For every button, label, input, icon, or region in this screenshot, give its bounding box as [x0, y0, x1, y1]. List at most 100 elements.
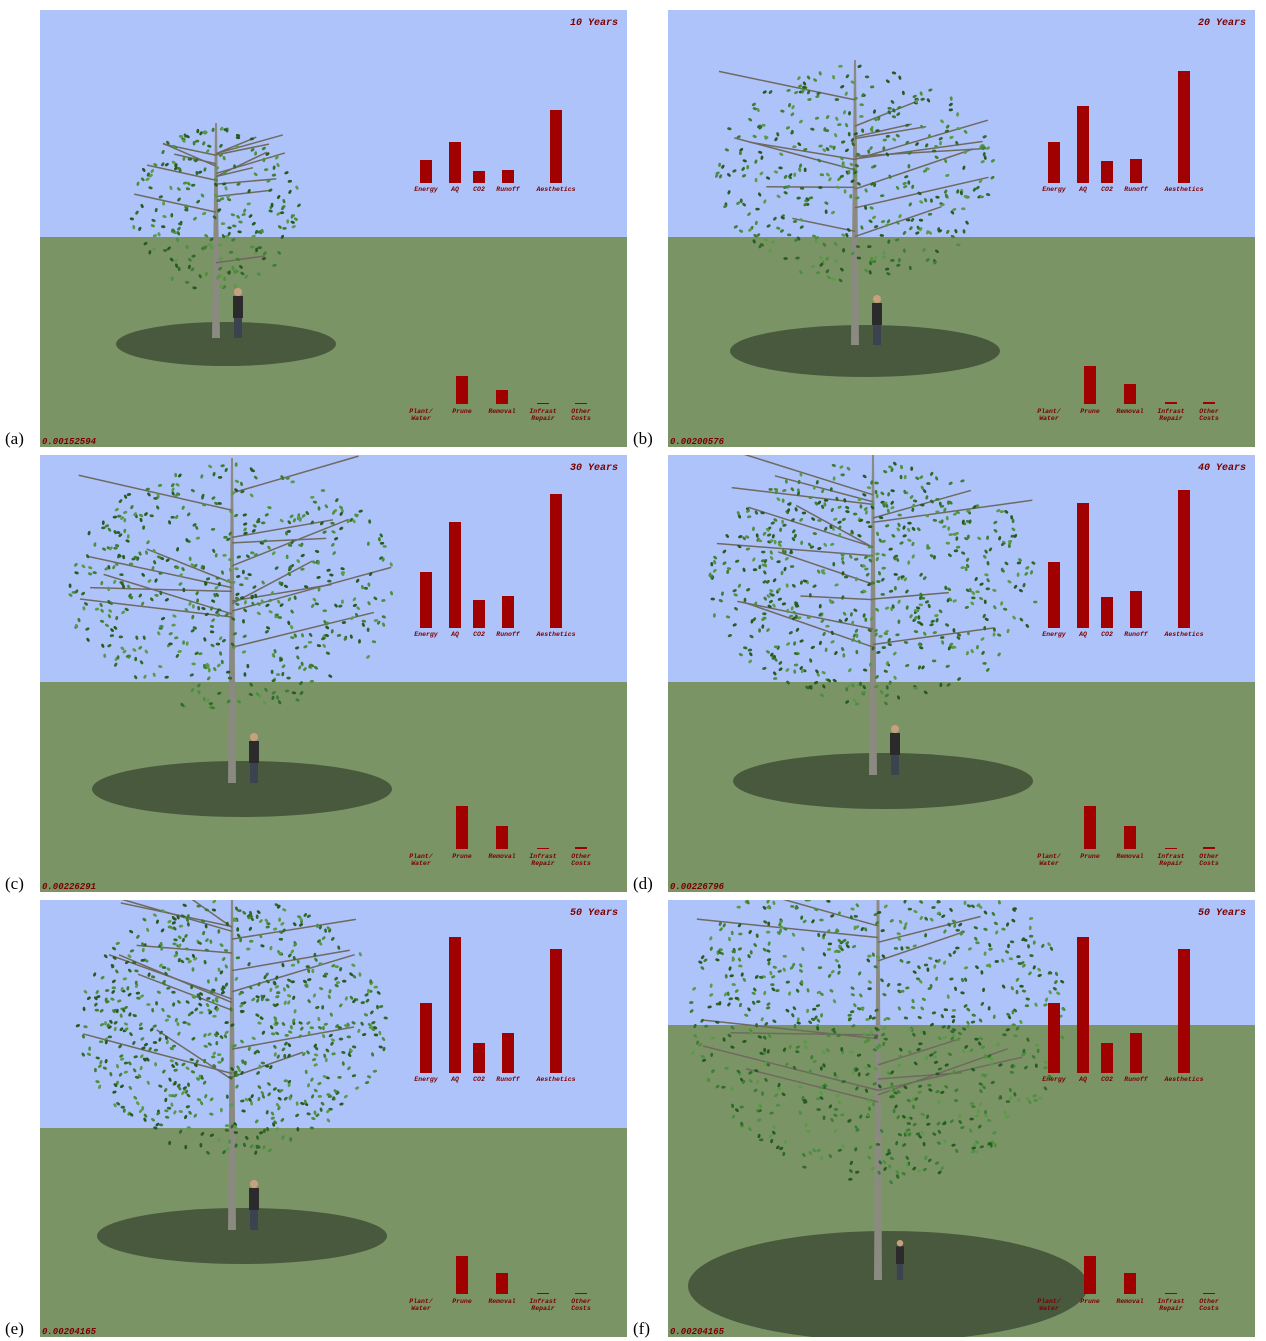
cost-label: Water	[411, 860, 431, 867]
tree-shadow	[116, 322, 336, 366]
cost-label: Repair	[1159, 415, 1183, 422]
cost-label: Infrast	[529, 853, 556, 860]
year-label: 20 Years	[1198, 18, 1246, 29]
person-head	[891, 725, 899, 733]
cost-label: Repair	[1159, 1305, 1183, 1312]
cost-bar	[1203, 402, 1215, 404]
leaf	[263, 158, 266, 162]
cost-bar	[1203, 1293, 1215, 1294]
cost-label: Prune	[452, 1298, 472, 1305]
person-legs	[891, 755, 899, 775]
benefit-bar	[1101, 1043, 1113, 1073]
leaf	[917, 615, 920, 619]
leaf	[932, 150, 936, 153]
cost-label: Plant/	[1037, 853, 1062, 860]
cost-label: Plant/	[409, 853, 434, 860]
cost-label: Costs	[571, 1305, 591, 1312]
benefit-bar	[1048, 142, 1060, 183]
leaf	[185, 281, 189, 284]
benefit-bar	[449, 937, 461, 1073]
cost-bar	[537, 403, 549, 404]
scene-view: 50 Years0.00204165EnergyAQCO2RunoffAesth…	[668, 900, 1255, 1337]
cost-label: Water	[411, 1305, 431, 1312]
year-label: 50 Years	[1198, 908, 1246, 919]
benefit-label: AQ	[450, 186, 459, 193]
cost-label: Other	[571, 1298, 591, 1305]
person-body	[249, 741, 259, 763]
person-head	[873, 295, 881, 303]
person-body	[249, 1188, 259, 1210]
leaf	[286, 677, 290, 680]
cost-label: Removal	[488, 853, 515, 860]
benefit-label: Energy	[414, 186, 439, 193]
cost-label: Prune	[1080, 853, 1100, 860]
cost-bar	[496, 1273, 508, 1294]
benefit-bar	[449, 142, 461, 183]
cost-label: Prune	[1080, 1298, 1100, 1305]
readout: 0.00226291	[42, 882, 96, 892]
leaf	[335, 965, 339, 968]
benefit-bar	[550, 110, 562, 183]
cost-label: Prune	[1080, 408, 1100, 415]
cost-label: Water	[1039, 415, 1059, 422]
cost-label: Other	[571, 853, 591, 860]
cost-bar	[1084, 366, 1096, 404]
person-body	[233, 296, 243, 318]
cost-label: Infrast	[529, 408, 556, 415]
benefit-label: CO2	[1101, 186, 1113, 193]
leaf	[220, 1108, 223, 1112]
benefit-label: Aesthetics	[535, 631, 575, 638]
benefit-label: Energy	[1042, 186, 1067, 193]
benefit-bar	[1178, 949, 1190, 1073]
benefit-bar	[1077, 503, 1089, 628]
scene-view: 10 Years0.00152594EnergyAQCO2RunoffAesth…	[40, 10, 627, 447]
figure: (a)10 Years0.00152594EnergyAQCO2RunoffAe…	[0, 0, 1266, 1341]
leaf	[314, 1110, 317, 1114]
benefit-label: Runoff	[496, 631, 521, 638]
scene-view: 20 Years0.00200576EnergyAQCO2RunoffAesth…	[668, 10, 1255, 447]
tree-shadow	[92, 761, 392, 817]
benefit-label: CO2	[473, 186, 485, 193]
panel-label: (d)	[633, 874, 653, 894]
readout: 0.00226796	[670, 882, 725, 892]
person-head	[897, 1240, 903, 1246]
person-body	[872, 303, 882, 325]
scene-view: 40 Years0.00226796EnergyAQCO2RunoffAesth…	[668, 455, 1255, 892]
cost-label: Infrast	[1157, 1298, 1184, 1305]
cost-bar	[1084, 1256, 1096, 1294]
person-head	[250, 733, 258, 741]
cost-label: Infrast	[1157, 853, 1184, 860]
cost-label: Costs	[1199, 415, 1219, 422]
leaf	[192, 967, 195, 971]
cost-label: Water	[1039, 1305, 1059, 1312]
leaf	[271, 670, 274, 674]
cost-label: Plant/	[409, 1298, 434, 1305]
benefit-label: AQ	[1078, 186, 1087, 193]
leaf	[802, 512, 806, 515]
leaf	[283, 1054, 286, 1058]
benefit-label: Aesthetics	[1163, 631, 1203, 638]
panel-label: (b)	[633, 429, 653, 449]
cost-bar	[1124, 384, 1136, 404]
leaf	[158, 627, 162, 630]
person-legs	[250, 1210, 258, 1230]
leaf	[188, 158, 192, 161]
benefit-label: Aesthetics	[1163, 186, 1203, 193]
sky	[40, 10, 627, 237]
sky	[40, 900, 627, 1128]
benefit-bar	[1101, 161, 1113, 183]
benefit-label: Aesthetics	[535, 186, 575, 193]
cost-bar	[496, 826, 508, 849]
cost-bar	[1203, 847, 1215, 849]
cost-label: Repair	[1159, 860, 1183, 867]
cost-label: Removal	[1116, 853, 1143, 860]
benefit-bar	[502, 170, 514, 183]
benefit-label: AQ	[1078, 1076, 1087, 1083]
cost-label: Plant/	[1037, 1298, 1062, 1305]
readout: 0.00200576	[670, 437, 725, 447]
leaf	[761, 551, 765, 554]
benefit-bar	[502, 596, 514, 628]
leaf	[804, 168, 807, 172]
year-label: 50 Years	[570, 908, 618, 919]
cost-label: Costs	[571, 860, 591, 867]
